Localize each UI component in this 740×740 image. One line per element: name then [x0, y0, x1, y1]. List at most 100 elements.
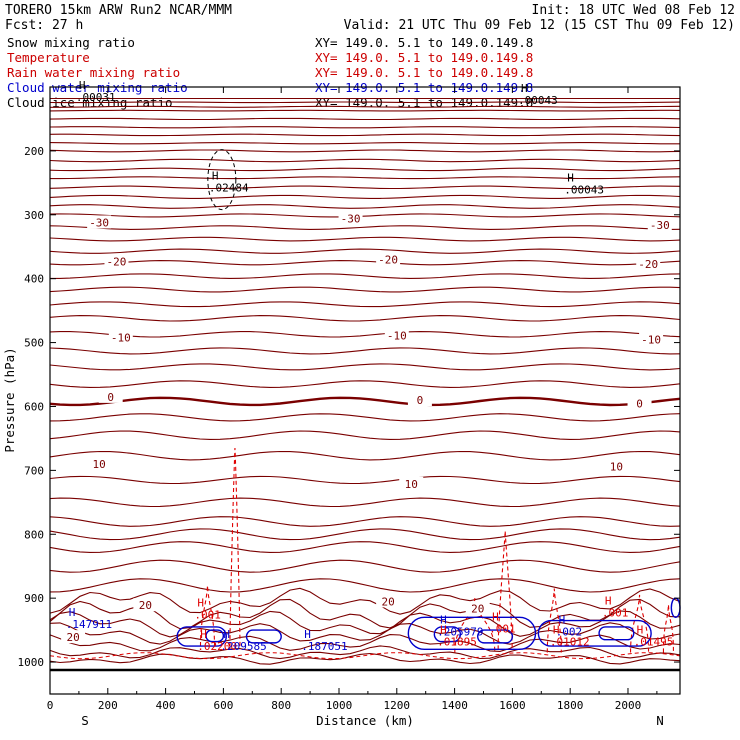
- y-tick-label: 1000: [18, 656, 45, 669]
- isotherm: [49, 541, 681, 553]
- temperature-label-bg: [338, 211, 363, 225]
- extremum-marker: H: [200, 628, 207, 641]
- temperature-label-bg: [636, 256, 661, 270]
- temperature-label: 0: [107, 391, 114, 404]
- cloud-water-contours: [176, 597, 681, 650]
- y-tick-label: 400: [24, 273, 44, 286]
- temperature-label-bg: [133, 598, 158, 612]
- temperature-label: -10: [641, 333, 661, 346]
- isotherm: [49, 236, 681, 242]
- extremum-value: .02200: [197, 640, 237, 653]
- temperature-label-bg: [604, 459, 629, 473]
- extremum-marker: H: [567, 172, 574, 185]
- rain-contours: [49, 447, 681, 660]
- isotherm: [49, 158, 681, 163]
- x-tick-label: 1800: [557, 699, 584, 712]
- temperature-label: -10: [111, 331, 131, 344]
- extremum-marker: H: [553, 623, 560, 636]
- temperature-label: 20: [139, 599, 152, 612]
- isotherm: [49, 213, 681, 218]
- extremum-marker: H: [223, 628, 230, 641]
- axes: 0 200 400 600 800 1000 1200 1400 1600 1800 2000200…: [18, 87, 680, 712]
- isotherm: [49, 109, 681, 112]
- isotherm: [49, 622, 681, 645]
- temperature-label: -20: [107, 255, 127, 268]
- temperature-contours: [49, 97, 681, 665]
- valid-time: Valid: 21 UTC Thu 09 Feb 12 (15 CST Thu …: [344, 18, 735, 33]
- extremum-value: .00043: [518, 94, 558, 107]
- isotherm: [49, 528, 681, 541]
- extremum-value: .01495: [634, 635, 674, 648]
- cloud-water-cell: [176, 626, 227, 647]
- y-tick-label: 600: [24, 400, 44, 413]
- x-axis-right-direction: N: [656, 713, 664, 728]
- legend-xy-snow: XY= 149.0. 5.1 to 149.0.149.8: [315, 35, 533, 50]
- isotherm: [49, 413, 681, 422]
- temperature-label: 20: [381, 595, 394, 608]
- isotherm: [49, 117, 681, 121]
- isotherm: [49, 634, 681, 652]
- plot-frame: [49, 86, 681, 695]
- rain-plume: [662, 604, 674, 653]
- temperature-label-bg: [376, 594, 401, 608]
- extremum-value: .02484: [209, 182, 249, 195]
- extremum-value: .01895: [437, 635, 477, 648]
- cloud-water-cell: [407, 616, 537, 650]
- y-tick-label: 900: [24, 592, 44, 605]
- y-tick-label: 700: [24, 464, 44, 477]
- model-title: TORERO 15km ARW Run2 NCAR/MMM: [5, 3, 232, 18]
- extremum-value: .205979: [437, 626, 483, 639]
- extremum-value: .00031: [76, 91, 116, 104]
- isotherm: [49, 126, 681, 129]
- cloud-water-cell: [670, 597, 681, 619]
- init-time: Init: 18 UTC Wed 08 Feb 12: [532, 3, 736, 18]
- isotherm: [49, 185, 681, 190]
- extremum-marker: H: [492, 611, 499, 624]
- isotherm: [49, 194, 681, 199]
- x-tick-label: 0: [47, 699, 54, 712]
- temperature-label-bg: [108, 330, 133, 344]
- isotherm: [49, 260, 681, 266]
- temperature-label: 10: [610, 461, 623, 474]
- temperature-label: -10: [387, 330, 407, 343]
- temperature-label: -30: [341, 213, 361, 226]
- extremum-marker: H: [304, 628, 311, 641]
- extremum-marker: H: [212, 170, 219, 183]
- isotherm: [49, 587, 681, 615]
- legend-label-temperature: Temperature: [7, 50, 90, 65]
- temperature-label: 20: [66, 631, 79, 644]
- extremum-value: .001: [602, 607, 629, 620]
- isotherm: [49, 610, 681, 638]
- x-tick-label: 2000: [615, 699, 642, 712]
- extremum-marker: H: [559, 614, 566, 627]
- isotherm: [49, 450, 681, 461]
- extremum-value: .01012: [550, 635, 590, 648]
- temperature-label-bg: [384, 328, 409, 342]
- temperature-label-bg: [104, 254, 129, 268]
- legend-xy-rain: XY= 149.0. 5.1 to 149.0.149.8: [315, 65, 533, 80]
- temperature-label-bg: [376, 252, 401, 266]
- isotherm: [49, 315, 681, 322]
- rain-low-band: [49, 652, 681, 660]
- extremum-value: .001: [194, 608, 221, 621]
- rain-plume: [546, 588, 562, 653]
- temperature-label-bg: [627, 396, 652, 410]
- temperature-label-bg: [98, 389, 123, 403]
- temperature-label: 0: [417, 394, 424, 407]
- extremum-value: .209585: [220, 640, 266, 653]
- rain-plume: [454, 598, 496, 653]
- isotherm: [49, 497, 681, 508]
- temperature-label-bg: [639, 332, 664, 346]
- temperature-label: -20: [378, 254, 398, 267]
- extremum-value: .002: [556, 626, 583, 639]
- extremum-marker: H: [69, 606, 76, 619]
- y-tick-label: 300: [24, 209, 44, 222]
- temperature-labels: -30 -30 -30 -20 -20 -20 -10 -10 -10 0 0 0 10 10 10 20 20…: [61, 211, 672, 644]
- x-tick-label: 1200: [384, 699, 411, 712]
- isotherm: [49, 331, 681, 338]
- isotherm: [49, 380, 681, 388]
- plot-area: -30 -30 -30 -20 -20 -20 -10 -10 -10 0 0 0 10 10 10 20 20…: [18, 79, 681, 712]
- extremum-marker: H: [197, 596, 204, 609]
- isotherm: [49, 204, 681, 209]
- y-tick-label: 800: [24, 528, 44, 541]
